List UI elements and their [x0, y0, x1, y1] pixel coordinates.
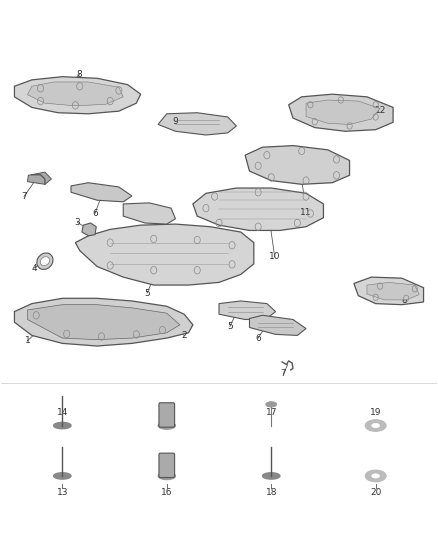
Polygon shape — [123, 203, 176, 224]
Polygon shape — [82, 223, 96, 236]
Polygon shape — [28, 172, 51, 184]
Text: 18: 18 — [265, 488, 277, 497]
Ellipse shape — [365, 470, 386, 482]
FancyBboxPatch shape — [159, 453, 175, 478]
Polygon shape — [14, 77, 141, 114]
Text: 8: 8 — [77, 70, 83, 79]
Polygon shape — [367, 282, 419, 300]
Ellipse shape — [53, 422, 71, 429]
Ellipse shape — [262, 473, 280, 479]
Text: 7: 7 — [21, 192, 27, 201]
Polygon shape — [71, 183, 132, 202]
Text: 16: 16 — [161, 488, 173, 497]
Polygon shape — [158, 113, 237, 135]
Polygon shape — [14, 298, 193, 346]
Text: 2: 2 — [181, 331, 187, 340]
Text: 1: 1 — [25, 336, 30, 345]
Text: 3: 3 — [74, 218, 81, 227]
Text: 12: 12 — [375, 106, 387, 115]
Ellipse shape — [365, 419, 386, 431]
Polygon shape — [28, 82, 123, 106]
Text: 9: 9 — [173, 117, 178, 126]
FancyBboxPatch shape — [159, 403, 175, 427]
Polygon shape — [193, 188, 323, 230]
Text: 17: 17 — [265, 408, 277, 417]
Ellipse shape — [266, 402, 277, 407]
Polygon shape — [354, 277, 424, 305]
Text: 20: 20 — [370, 488, 381, 497]
Text: 19: 19 — [370, 408, 381, 417]
Text: 7: 7 — [280, 369, 286, 378]
Polygon shape — [219, 301, 276, 319]
Text: 10: 10 — [269, 253, 280, 262]
Text: 5: 5 — [144, 288, 150, 297]
Ellipse shape — [158, 472, 176, 480]
Ellipse shape — [40, 257, 49, 265]
Polygon shape — [245, 146, 350, 184]
Ellipse shape — [158, 422, 176, 429]
Text: 5: 5 — [227, 322, 233, 331]
Polygon shape — [75, 224, 254, 285]
Polygon shape — [289, 94, 393, 131]
Ellipse shape — [53, 473, 71, 479]
Text: 15: 15 — [161, 408, 173, 417]
Text: 11: 11 — [300, 208, 312, 217]
Text: 13: 13 — [57, 488, 68, 497]
Text: 6: 6 — [92, 209, 98, 218]
Polygon shape — [306, 100, 380, 124]
Text: 6: 6 — [255, 334, 261, 343]
Polygon shape — [28, 305, 180, 340]
Text: 4: 4 — [31, 264, 37, 272]
Text: 8: 8 — [402, 296, 407, 305]
Ellipse shape — [372, 474, 380, 478]
Polygon shape — [250, 316, 306, 335]
Text: 14: 14 — [57, 408, 68, 417]
Ellipse shape — [372, 423, 380, 427]
Ellipse shape — [37, 253, 53, 269]
